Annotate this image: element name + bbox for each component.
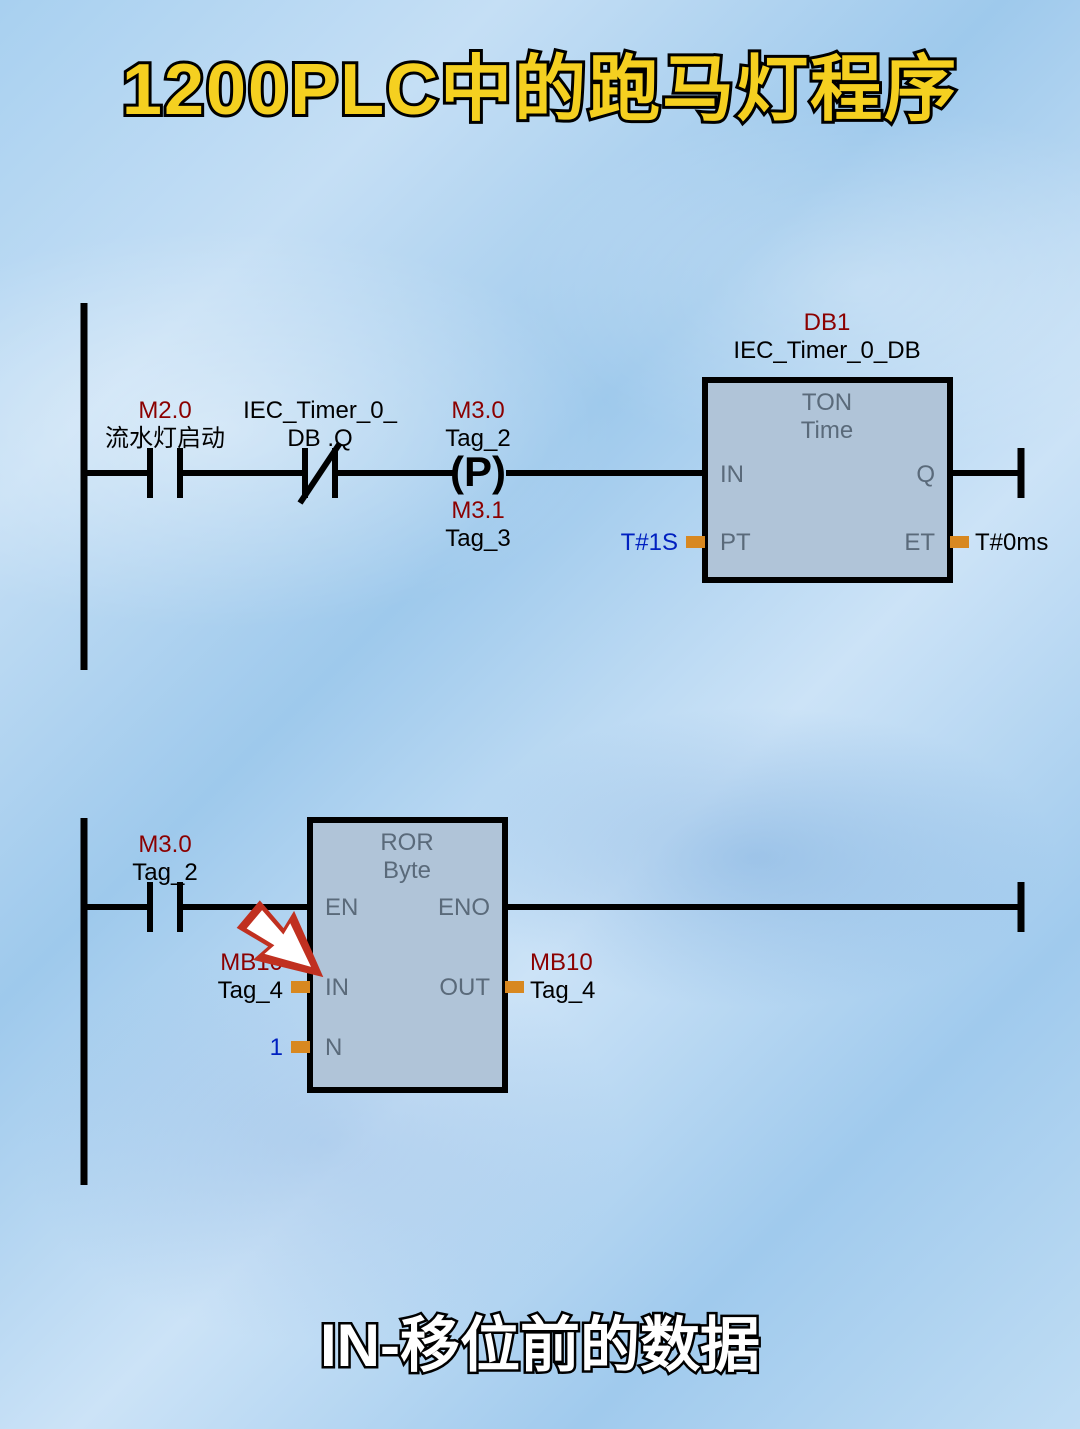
n1-coil-name2: Tag_3 [445,525,510,552]
ton-pin-in: IN [720,461,744,488]
n1-coil-addr2: M3.1 [451,497,504,524]
ror-pin-out: OUT [439,974,490,1001]
n2-c1-addr: M3.0 [138,831,191,858]
n2-c1-name: Tag_2 [132,859,197,886]
ror-out-conn [505,981,524,993]
ton-et-conn [950,536,969,548]
ror-pin-eno: ENO [438,894,490,921]
n1-c2-addr1: IEC_Timer_0_ [243,397,397,424]
ror-pin-in: IN [325,974,349,1001]
n1-coil-addr: M3.0 [451,397,504,424]
ton-et-val: T#0ms [975,529,1048,556]
ladder-diagram: M2.0 流水灯启动 IEC_Timer_0_ DB .Q (P) M3.0 T… [0,0,1080,1429]
ror-in-name: Tag_4 [218,977,283,1004]
ror-n-conn [291,1041,310,1053]
ror-pin-n: N [325,1034,342,1061]
ror-n-val: 1 [270,1034,283,1061]
n1-coil-paren: (P) [450,448,506,495]
ton-title1: TON [802,389,852,416]
n1-c2-addr2: DB .Q [287,425,352,452]
n1-c1-name: 流水灯启动 [105,425,225,452]
ton-inst-addr: DB1 [804,309,851,336]
ror-pin-en: EN [325,894,358,921]
ton-title2: Time [801,417,853,444]
ton-pin-et: ET [904,529,935,556]
ton-inst-name: IEC_Timer_0_DB [733,337,920,364]
ror-out-name: Tag_4 [530,977,595,1004]
ror-out-addr: MB10 [530,949,593,976]
ton-pin-q: Q [916,461,935,488]
ror-in-conn [291,981,310,993]
ton-pin-pt: PT [720,529,751,556]
ror-title2: Byte [383,857,431,884]
n1-c1-addr: M2.0 [138,397,191,424]
ton-pt-val: T#1S [621,529,678,556]
subtitle-caption: IN-移位前的数据 [0,1297,1080,1384]
ton-pt-conn [686,536,705,548]
n1-coil-name: Tag_2 [445,425,510,452]
ror-title1: ROR [380,829,433,856]
